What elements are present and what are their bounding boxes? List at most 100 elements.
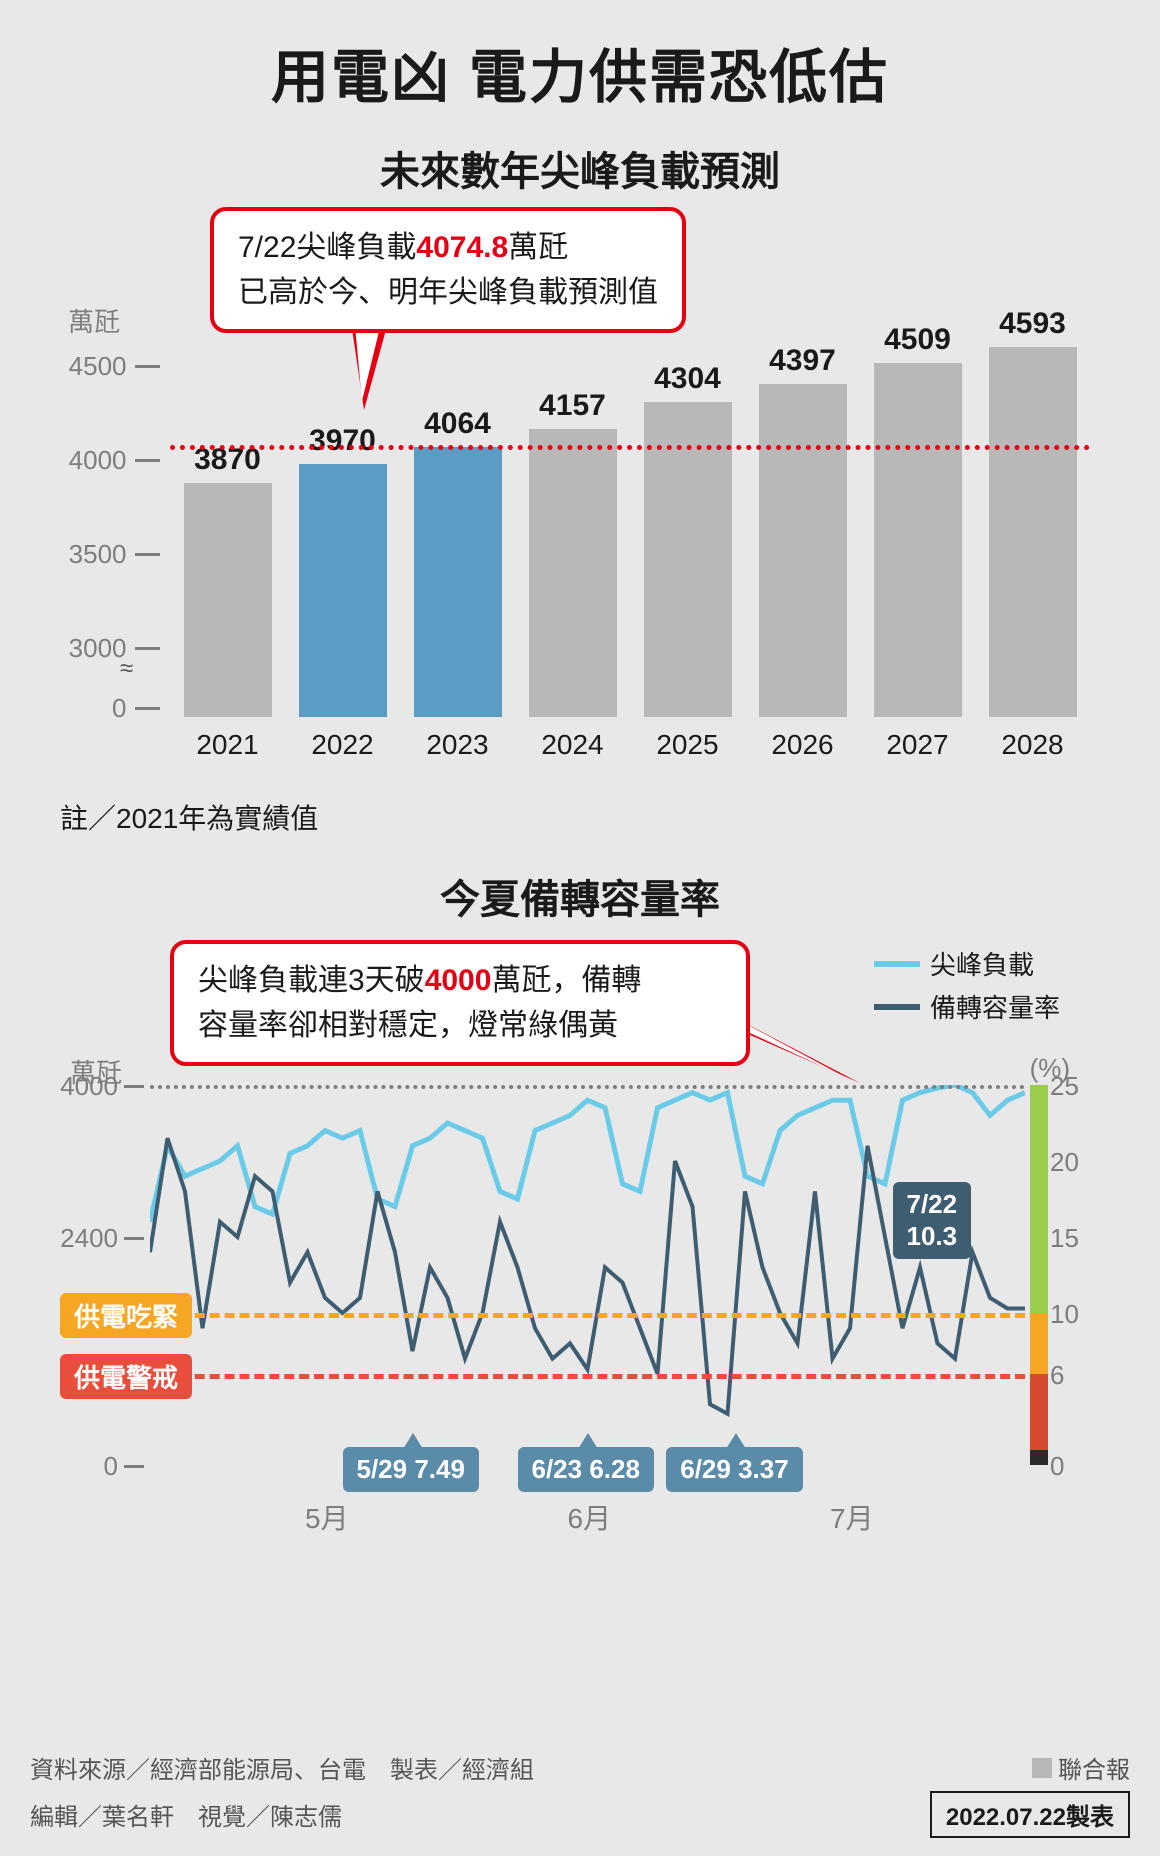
publisher-icon xyxy=(1032,1758,1052,1778)
c2-num: 4000 xyxy=(425,964,492,997)
footer-editor: 編輯／葉名軒 視覺／陳志儒 xyxy=(30,1797,342,1832)
chart1-note: 註／2021年為實績值 xyxy=(60,797,1130,837)
legend: 尖峰負載 備轉容量率 xyxy=(874,945,1060,1031)
publisher-name: 聯合報 xyxy=(1058,1750,1130,1785)
scale-segment xyxy=(1030,1450,1048,1465)
scale-segment xyxy=(1030,1374,1048,1450)
data-point-badge: 5/29 7.49 xyxy=(343,1447,479,1492)
badge-pointer-icon xyxy=(403,1433,423,1449)
reference-line xyxy=(170,445,1090,450)
y-tick: 3500 xyxy=(50,539,160,570)
caution-line xyxy=(150,1313,1025,1318)
bar-rect xyxy=(414,447,502,717)
line-plot xyxy=(150,1085,1025,1465)
line-svg xyxy=(150,1085,1025,1465)
callout-line2: 已高於今、明年尖峰負載預測值 xyxy=(238,276,658,309)
y-right-tick: 0 xyxy=(1050,1451,1064,1482)
data-point-badge: 6/23 6.28 xyxy=(518,1447,654,1492)
bar-column: 45932028 xyxy=(983,307,1083,717)
alert-badge: 供電警戒 xyxy=(60,1354,192,1399)
callout-text: 7/22尖峰負載 xyxy=(238,231,416,264)
ref-4000-line xyxy=(150,1085,1025,1089)
axis-break-icon: ≈ xyxy=(120,655,133,683)
legend-item-2: 備轉容量率 xyxy=(874,988,1060,1025)
bar-value-label: 4509 xyxy=(884,323,951,357)
y-tick: 3000 xyxy=(50,633,160,664)
scale-segment xyxy=(1030,1085,1048,1313)
bar-category-label: 2026 xyxy=(753,729,853,761)
y-right-tick: 15 xyxy=(1050,1223,1079,1254)
bar-category-label: 2025 xyxy=(638,729,738,761)
chart2-title: 今夏備轉容量率 xyxy=(30,867,1130,925)
bar-rect xyxy=(874,363,962,717)
bar-column: 43042025 xyxy=(638,362,738,717)
y-tick: 4000 xyxy=(50,445,160,476)
c2-post: 萬瓩，備轉 xyxy=(491,964,641,997)
footer: 資料來源／經濟部能源局、台電 製表／經濟組 聯合報 編輯／葉名軒 視覺／陳志儒 … xyxy=(30,1744,1130,1838)
bar-value-label: 4397 xyxy=(769,344,836,378)
bar-chart: 7/22尖峰負載4074.8萬瓩 已高於今、明年尖峰負載預測值 萬瓩 03000… xyxy=(50,217,1110,777)
x-label: 6月 xyxy=(568,1497,612,1537)
bar-category-label: 2023 xyxy=(408,729,508,761)
y-right-tick: 10 xyxy=(1050,1299,1079,1330)
badge-pointer-icon xyxy=(578,1433,598,1449)
legend-swatch-2 xyxy=(874,1004,920,1010)
bar-column: 39702022 xyxy=(293,424,393,717)
c2-line2: 容量率卻相對穩定，燈常綠偶黃 xyxy=(198,1009,618,1042)
bar-column: 38702021 xyxy=(178,443,278,717)
chart2-callout: 尖峰負載連3天破4000萬瓩，備轉 容量率卻相對穩定，燈常綠偶黃 xyxy=(170,940,750,1066)
bar-column: 43972026 xyxy=(753,344,853,717)
line-chart: 尖峰負載連3天破4000萬瓩，備轉 容量率卻相對穩定，燈常綠偶黃 尖峰負載 備轉… xyxy=(50,945,1110,1585)
y-left-tick: 0 xyxy=(50,1451,150,1482)
c2-pre: 尖峰負載連3天破 xyxy=(198,964,425,997)
badge-pointer-icon xyxy=(726,1433,746,1449)
scale-segment xyxy=(1030,1313,1048,1374)
callout-post: 萬瓩 xyxy=(508,231,568,264)
legend-swatch-1 xyxy=(874,961,920,967)
bar-value-label: 4304 xyxy=(654,362,721,396)
bar-category-label: 2027 xyxy=(868,729,968,761)
bar-category-label: 2028 xyxy=(983,729,1083,761)
legend-label-2: 備轉容量率 xyxy=(930,988,1060,1025)
bar-column: 40642023 xyxy=(408,407,508,717)
bar-category-label: 2022 xyxy=(293,729,393,761)
main-title: 用電凶 電力供需恐低估 xyxy=(30,30,1130,114)
bar-column: 45092027 xyxy=(868,323,968,717)
bar-rect xyxy=(299,464,387,717)
y-left-tick: 4000 xyxy=(50,1071,150,1102)
bar-category-label: 2021 xyxy=(178,729,278,761)
bar-column: 41572024 xyxy=(523,389,623,717)
bar-rect xyxy=(184,483,272,717)
y-right-tick: 20 xyxy=(1050,1147,1079,1178)
footer-source: 資料來源／經濟部能源局、台電 製表／經濟組 xyxy=(30,1750,534,1785)
bar-value-label: 4593 xyxy=(999,307,1066,341)
y-tick: 4500 xyxy=(50,351,160,382)
hb-l1: 7/22 xyxy=(907,1189,958,1219)
legend-label-1: 尖峰負載 xyxy=(930,945,1034,982)
bar-value-label: 4064 xyxy=(424,407,491,441)
y-left-tick: 2400 xyxy=(50,1223,150,1254)
alert-line xyxy=(150,1374,1025,1379)
caution-badge: 供電吃緊 xyxy=(60,1293,192,1338)
x-label: 7月 xyxy=(830,1497,874,1537)
color-scale xyxy=(1030,1085,1048,1465)
y-right-tick: 6 xyxy=(1050,1360,1064,1391)
bar-value-label: 4157 xyxy=(539,389,606,423)
bar-y-axis: 03000350040004500≈ xyxy=(50,327,160,707)
bar-value-label: 3970 xyxy=(309,424,376,458)
bar-rect xyxy=(529,429,617,717)
data-point-badge: 6/29 3.37 xyxy=(666,1447,802,1492)
y-tick: 0 xyxy=(50,693,160,724)
y-right-tick: 25 xyxy=(1050,1071,1079,1102)
hb-l2: 10.3 xyxy=(907,1221,958,1251)
chart1-title: 未來數年尖峰負載預測 xyxy=(30,139,1130,197)
highlight-badge: 7/22 10.3 xyxy=(893,1182,972,1259)
x-label: 5月 xyxy=(305,1497,349,1537)
line-y-left: 024004000 xyxy=(50,1085,150,1465)
callout-num: 4074.8 xyxy=(416,231,508,264)
bar-rect xyxy=(989,347,1077,717)
bars-region: 3870202139702022406420234157202443042025… xyxy=(170,287,1090,717)
date-box: 2022.07.22製表 xyxy=(930,1791,1130,1838)
bar-rect xyxy=(759,384,847,717)
publisher-tag: 聯合報 xyxy=(1032,1750,1130,1785)
